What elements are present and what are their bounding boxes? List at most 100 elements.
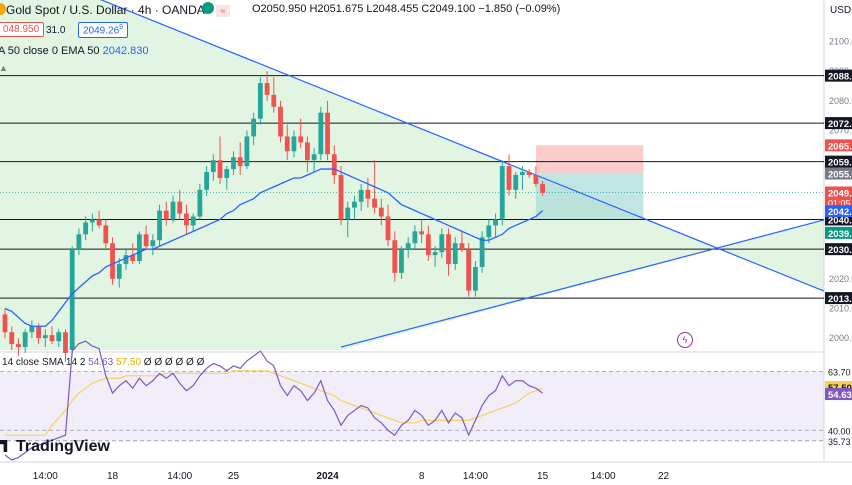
candle-body <box>83 222 89 235</box>
level-price-label: 2059. <box>828 158 852 169</box>
candle-body <box>197 189 203 217</box>
price-tick-label: 2000.000 <box>829 333 852 343</box>
time-tick-label: 25 <box>228 471 240 482</box>
trendline-upper[interactable] <box>0 0 825 292</box>
time-tick-label: 22 <box>658 471 670 482</box>
axis-price-marker: 2042. <box>828 207 852 218</box>
ema50-line <box>4 168 544 327</box>
candle-body <box>526 172 532 175</box>
candle-body <box>244 136 250 167</box>
candle-body <box>419 231 425 235</box>
axis-layer[interactable]: 2100.0002090.0002080.0002070.0002060.000… <box>33 37 852 482</box>
rsi-legend: 14 close SMA 14 2 54.63 57.50 Ø Ø Ø Ø Ø … <box>2 357 204 368</box>
candle-body <box>110 243 115 279</box>
rsi-legend-label: 14 close SMA 14 2 <box>2 357 86 368</box>
currency-label[interactable]: USD <box>830 5 852 16</box>
candle-body <box>432 252 438 256</box>
rsi-legend-placeholders: Ø Ø Ø Ø Ø Ø <box>143 357 205 368</box>
candle-body <box>251 118 257 137</box>
candle-body <box>63 332 68 353</box>
candle-body <box>466 249 472 291</box>
axis-price-marker: 2039. <box>828 229 852 240</box>
candle-body <box>493 219 498 226</box>
buy-sell-toggle-icon[interactable]: ≈ <box>202 2 232 17</box>
ema-legend-label: A 50 close 0 EMA 50 <box>0 45 100 57</box>
level-price-label-bg[interactable] <box>825 155 852 168</box>
axis-price-marker-bg[interactable] <box>825 205 852 218</box>
candle-body <box>76 234 82 250</box>
candle-body <box>210 160 216 173</box>
axis-price-marker-bg[interactable] <box>825 139 852 152</box>
candle-body <box>184 213 189 226</box>
level-price-label-bg[interactable] <box>825 117 852 130</box>
price-tick-label: 2020.000 <box>829 274 852 284</box>
candle-body <box>137 234 142 262</box>
level-price-label-bg[interactable] <box>825 292 852 305</box>
candle-body <box>499 166 505 220</box>
candle-body <box>89 219 95 223</box>
triangle-pattern-fill <box>0 0 824 350</box>
candle-body <box>311 154 317 161</box>
candle-body <box>405 243 411 250</box>
trendline-lower[interactable] <box>340 219 825 348</box>
background-layer <box>0 0 852 463</box>
candle-body <box>479 237 485 267</box>
level-price-label: 2088. <box>828 72 852 83</box>
candle-body <box>224 169 230 178</box>
buy-price-button[interactable]: 2049.269 <box>78 22 129 39</box>
drawings-layer[interactable] <box>0 0 825 348</box>
candle-body <box>473 266 478 291</box>
level-price-label-bg[interactable] <box>825 69 852 82</box>
axis-price-marker-countdown: 01:05 <box>828 199 851 209</box>
time-tick-label: 15 <box>537 471 549 482</box>
price-tick-label: 2080.000 <box>829 96 852 106</box>
axis-price-marker-bg[interactable] <box>825 186 852 209</box>
candle-body <box>358 189 364 202</box>
grid-layer <box>0 371 824 442</box>
axis-price-marker-bg[interactable] <box>825 167 852 180</box>
price-tick-label: 2100.000 <box>829 37 852 47</box>
candle-body <box>365 189 371 199</box>
candle-body <box>56 332 62 342</box>
candle-body <box>506 166 512 190</box>
tradingview-logo[interactable]: TradingView <box>0 438 110 456</box>
candle-body <box>22 332 28 348</box>
candle-body <box>385 216 391 241</box>
ema-legend: A 50 close 0 EMA 50 2042.830 <box>0 45 148 57</box>
level-price-label: 2040. <box>828 215 852 226</box>
ema-layer <box>4 168 544 327</box>
candle-body <box>143 234 149 247</box>
axis-price-marker-bg[interactable] <box>825 226 852 239</box>
collapse-arrow-icon[interactable]: ▲ <box>0 63 8 73</box>
level-price-label-bg[interactable] <box>825 243 852 256</box>
candle-body <box>103 225 109 244</box>
candle-body <box>378 207 384 217</box>
candle-body <box>513 175 519 190</box>
rsi-level-label: 35.73 <box>828 437 851 447</box>
candle-body <box>2 314 8 333</box>
candle-body <box>217 160 223 178</box>
buy-price-sup: 9 <box>119 24 124 31</box>
candle-body <box>439 234 445 253</box>
stop-loss-zone[interactable] <box>535 145 644 174</box>
candles-layer <box>2 71 545 362</box>
tradingview-brand: TradingView <box>16 438 110 455</box>
candle-body <box>486 225 492 238</box>
axis-price-marker: 2065. <box>828 141 852 152</box>
candle-body <box>412 231 418 244</box>
level-price-label: 2072. <box>828 119 852 130</box>
candle-body <box>278 106 283 137</box>
price-tick-label: 2070.000 <box>829 126 852 136</box>
candle-body <box>116 263 122 279</box>
axis-price-marker: 2049. <box>828 189 852 200</box>
candle-body <box>170 201 176 220</box>
chart-title[interactable]: Gold Spot / U.S. Dollar · 4h · OANDA <box>6 3 205 17</box>
candle-body <box>9 332 15 345</box>
candle-body <box>231 157 236 170</box>
candle-body <box>150 240 156 247</box>
candle-body <box>271 94 277 107</box>
lightning-icon[interactable]: ϟ <box>677 332 693 348</box>
sell-price-button[interactable]: 048.950 <box>0 22 45 37</box>
candle-body <box>29 326 35 333</box>
